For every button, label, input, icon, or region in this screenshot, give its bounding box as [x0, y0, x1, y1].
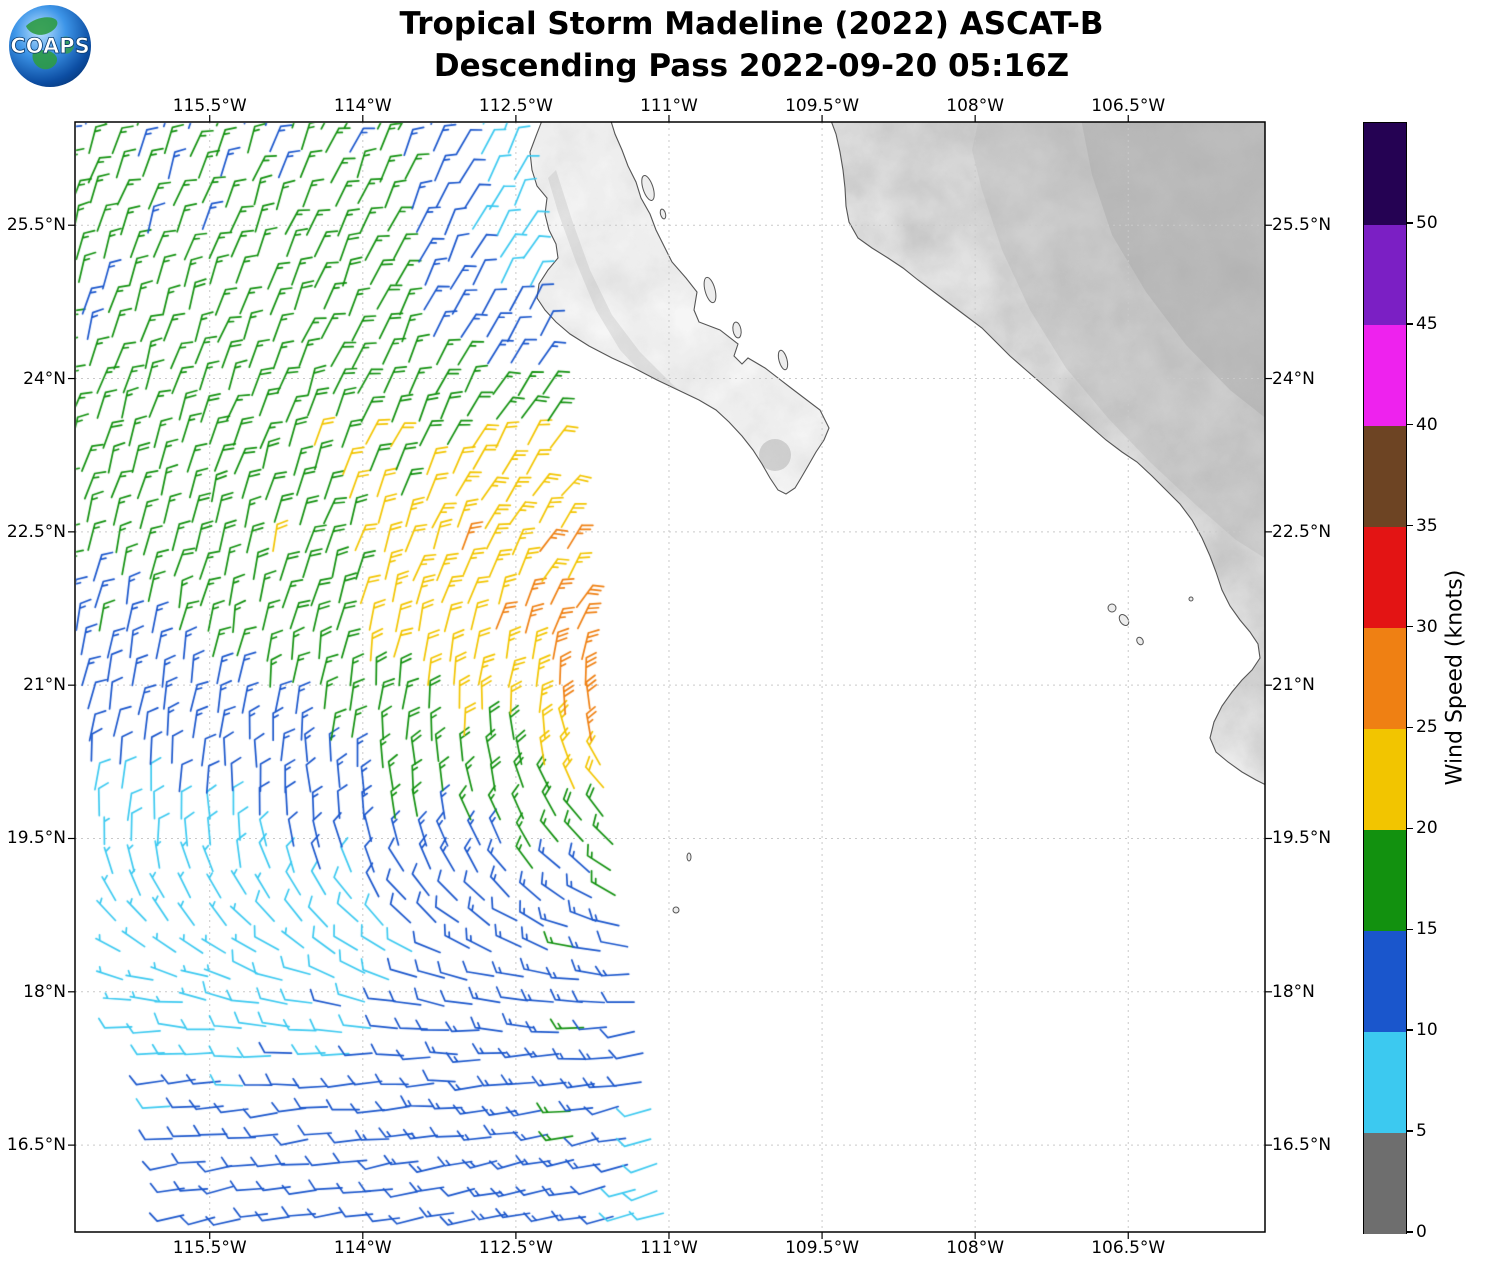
colorbar-tick-label: 0: [1416, 1222, 1427, 1242]
colorbar-tick-mark: [1407, 524, 1413, 527]
colorbar-tick-mark: [1407, 625, 1413, 628]
colorbar-tick-label: 25: [1416, 717, 1438, 738]
colorbar-tick-label: 40: [1416, 414, 1438, 435]
colorbar: [1363, 122, 1407, 1234]
colorbar-tick-mark: [1407, 928, 1413, 930]
colorbar-tick-mark: [1407, 1029, 1413, 1031]
colorbar-tick-label: 45: [1416, 313, 1438, 334]
colorbar-segment: [1364, 728, 1406, 830]
colorbar-tick-label: 20: [1416, 818, 1438, 839]
colorbar-tick-label: 15: [1416, 919, 1438, 940]
colorbar-tick-label: 5: [1416, 1121, 1427, 1142]
colorbar-tick-label: 35: [1416, 515, 1438, 536]
colorbar-tick-label: 10: [1416, 1020, 1438, 1041]
colorbar-segment: [1364, 1132, 1406, 1234]
colorbar-tick-mark: [1407, 1231, 1413, 1233]
colorbar-segment: [1364, 223, 1406, 326]
colorbar-segment: [1364, 627, 1406, 730]
colorbar-tick-mark: [1407, 323, 1413, 325]
colorbar-label: Wind Speed (knots): [1442, 569, 1468, 785]
colorbar-tick-mark: [1407, 222, 1413, 224]
colorbar-segment: [1364, 425, 1406, 528]
colorbar-segment: [1364, 930, 1406, 1032]
colorbar-tick-label: 30: [1416, 616, 1438, 637]
colorbar-segment: [1364, 829, 1406, 931]
colorbar-tick-label: 50: [1416, 212, 1438, 233]
colorbar-tick-mark: [1407, 1130, 1413, 1132]
colorbar-segment: [1364, 324, 1406, 427]
colorbar-tick-mark: [1407, 726, 1413, 729]
colorbar-tick-mark: [1407, 827, 1413, 830]
colorbar-segment: [1364, 526, 1406, 629]
colorbar-label-wrap: Wind Speed (knots): [1432, 122, 1478, 1232]
colorbar-segment: [1364, 1031, 1406, 1133]
colorbar-tick-mark: [1407, 424, 1413, 426]
colorbar-segment: [1364, 123, 1406, 225]
